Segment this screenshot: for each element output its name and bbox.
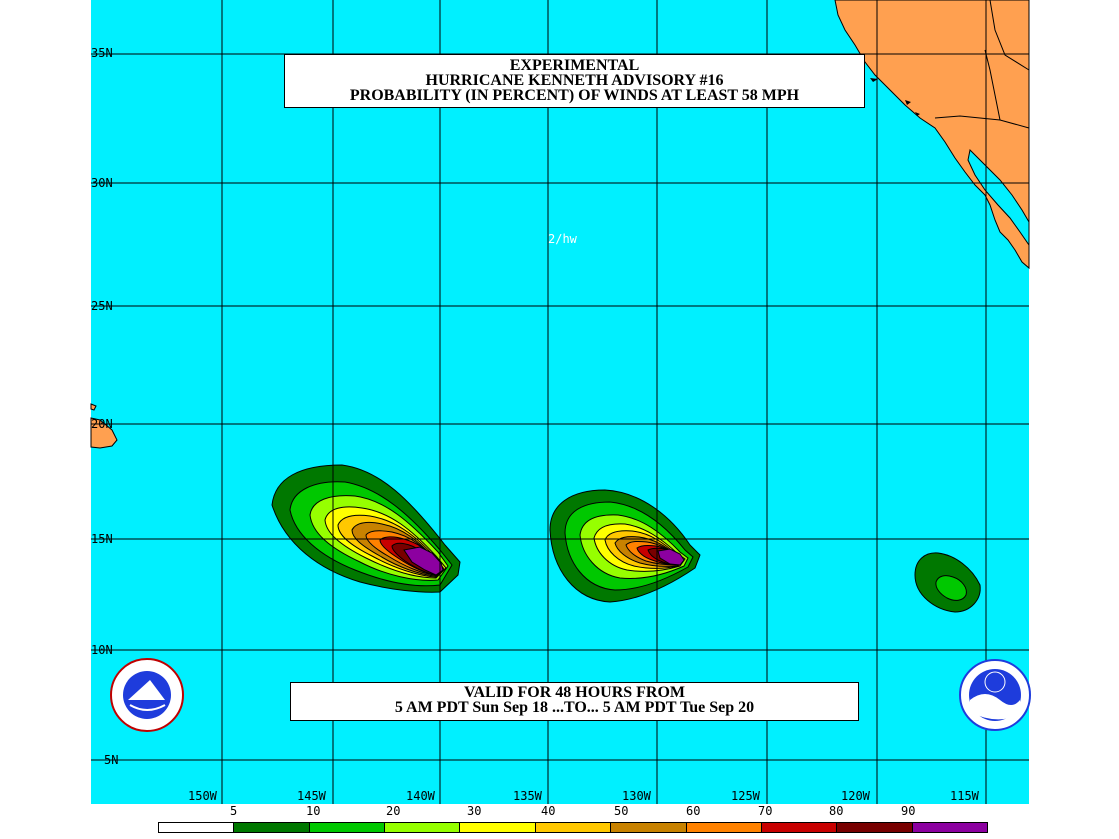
- noaa-logo-icon: [959, 659, 1031, 731]
- lon-label: 125W: [731, 789, 760, 803]
- legend-swatch: [761, 823, 838, 832]
- legend-label: 70: [758, 804, 773, 818]
- legend-swatch: [912, 823, 987, 832]
- nws-logo-icon: [110, 658, 184, 732]
- title-line-3: PROBABILITY (IN PERCENT) OF WINDS AT LEA…: [349, 87, 800, 104]
- lon-label: 150W: [188, 789, 217, 803]
- lat-label: 5N: [104, 753, 119, 767]
- lon-label: 135W: [513, 789, 542, 803]
- lon-label: 130W: [622, 789, 651, 803]
- legend-color-bar: [158, 822, 988, 833]
- legend-label: 5: [230, 804, 238, 818]
- legend-swatch: [234, 823, 310, 832]
- probability-cluster-east: [914, 552, 981, 613]
- north-america-land: [834, 0, 1030, 270]
- title-box: EXPERIMENTAL HURRICANE KENNETH ADVISORY …: [284, 54, 865, 108]
- legend-label: 40: [541, 804, 556, 818]
- lat-label: 30N: [91, 176, 113, 190]
- lat-label: 10N: [91, 643, 113, 657]
- legend-swatch: [686, 823, 762, 832]
- border-line: [989, 0, 1030, 71]
- lat-label: 15N: [91, 532, 113, 546]
- lon-label: 140W: [406, 789, 435, 803]
- legend-label: 80: [829, 804, 844, 818]
- title-line-2: HURRICANE KENNETH ADVISORY #16: [425, 72, 724, 89]
- legend-swatch: [611, 823, 687, 832]
- legend-label: 20: [386, 804, 401, 818]
- lon-label: 120W: [841, 789, 870, 803]
- valid-box: VALID FOR 48 HOURS FROM 5 AM PDT Sun Sep…: [290, 682, 859, 721]
- hawaii-island: [90, 403, 97, 411]
- legend-swatch: [159, 823, 235, 832]
- ocean: [91, 0, 1029, 804]
- legend-label: 90: [901, 804, 916, 818]
- island: [915, 112, 920, 116]
- forecaster-initials: 2/hw: [548, 232, 577, 246]
- legend-label: 10: [306, 804, 321, 818]
- border-line: [934, 115, 1030, 129]
- lon-label: 145W: [297, 789, 326, 803]
- legend-swatch: [385, 823, 461, 832]
- lat-label: 20N: [91, 417, 113, 431]
- legend-label: 60: [686, 804, 701, 818]
- valid-line-1: VALID FOR 48 HOURS FROM: [463, 684, 686, 701]
- probability-cluster-central: [549, 489, 701, 603]
- lat-label: 25N: [91, 299, 113, 313]
- legend-swatch: [309, 823, 386, 832]
- island: [905, 100, 911, 105]
- latitude-grid: [91, 53, 1029, 761]
- probability-cluster-west: [271, 464, 461, 593]
- island: [870, 78, 878, 82]
- border-line: [984, 49, 1001, 121]
- valid-line-2: 5 AM PDT Sun Sep 18 ...TO... 5 AM PDT Tu…: [394, 699, 755, 716]
- lon-label: 115W: [950, 789, 979, 803]
- lat-label: 35N: [91, 46, 113, 60]
- legend-swatch: [535, 823, 612, 832]
- title-line-1: EXPERIMENTAL: [509, 57, 640, 74]
- legend-swatch: [460, 823, 536, 832]
- hawaii-island: [90, 417, 118, 449]
- legend-swatch: [837, 823, 913, 832]
- legend-label: 30: [467, 804, 482, 818]
- legend-label: 50: [614, 804, 629, 818]
